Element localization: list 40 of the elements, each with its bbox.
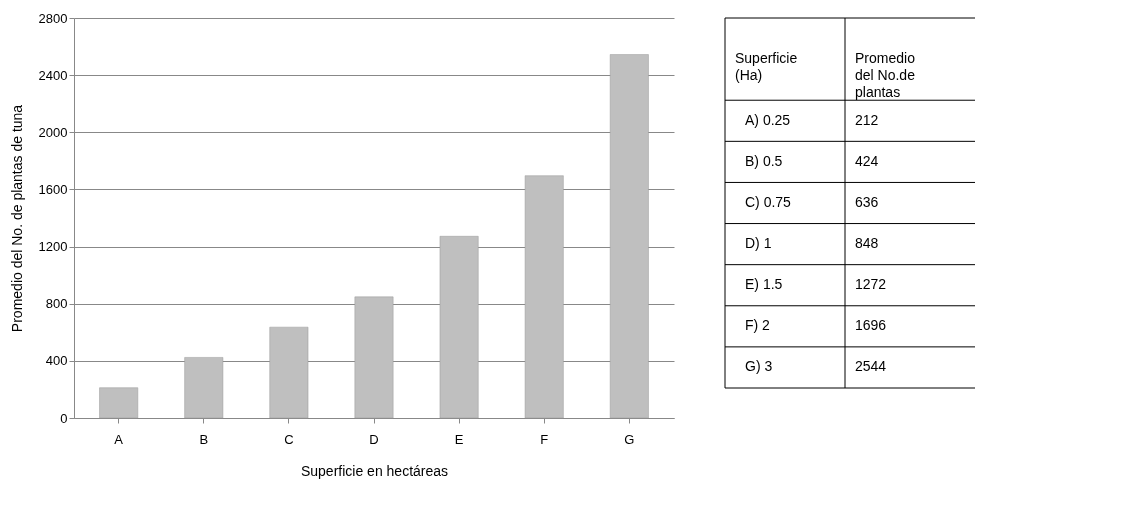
- bar: [99, 387, 139, 419]
- bar: [609, 54, 649, 419]
- x-tick-label: A: [114, 431, 124, 447]
- y-tick-label: 800: [45, 296, 68, 312]
- bar: [354, 296, 394, 419]
- text: B) 0.5: [745, 152, 783, 169]
- x-tick-label: D: [369, 431, 379, 447]
- text: G) 3: [745, 358, 773, 375]
- bar: [269, 326, 309, 419]
- text: D) 1: [745, 235, 772, 252]
- text: 1272: [855, 276, 887, 293]
- text: E) 1.5: [745, 276, 783, 293]
- y-tick-label: 1600: [38, 181, 68, 197]
- text: Superficie (Ha): [735, 50, 798, 84]
- text: 636: [855, 194, 879, 210]
- text: C) 0.75: [745, 194, 792, 210]
- y-tick-label: 2000: [38, 124, 68, 140]
- x-tick-label: F: [540, 431, 549, 447]
- text: 1696: [855, 317, 887, 334]
- x-axis-title: Superficie en hectáreas: [300, 462, 449, 479]
- text: A) 0.25: [745, 111, 791, 128]
- text: 424: [855, 152, 879, 169]
- x-tick-label: C: [284, 431, 294, 447]
- y-axis-title: Promedio del No. de plantas de tuna: [8, 104, 25, 333]
- x-tick-label: B: [199, 431, 209, 447]
- text: 848: [855, 235, 879, 252]
- x-tick-label: G: [624, 431, 635, 447]
- x-tick-label: E: [454, 431, 464, 447]
- y-tick-label: 2400: [38, 67, 68, 83]
- y-tick-label: 2800: [38, 10, 68, 26]
- y-tick-label: 0: [60, 410, 68, 426]
- bar: [524, 175, 564, 419]
- text: 2544: [855, 358, 887, 375]
- bar: [439, 236, 479, 419]
- bar: [184, 357, 224, 419]
- y-tick-label: 1200: [38, 239, 68, 255]
- text: 212: [855, 111, 879, 128]
- text: F) 2: [745, 317, 771, 334]
- text: Promedio del No.de plantas: [855, 50, 916, 101]
- y-tick-label: 400: [45, 353, 68, 369]
